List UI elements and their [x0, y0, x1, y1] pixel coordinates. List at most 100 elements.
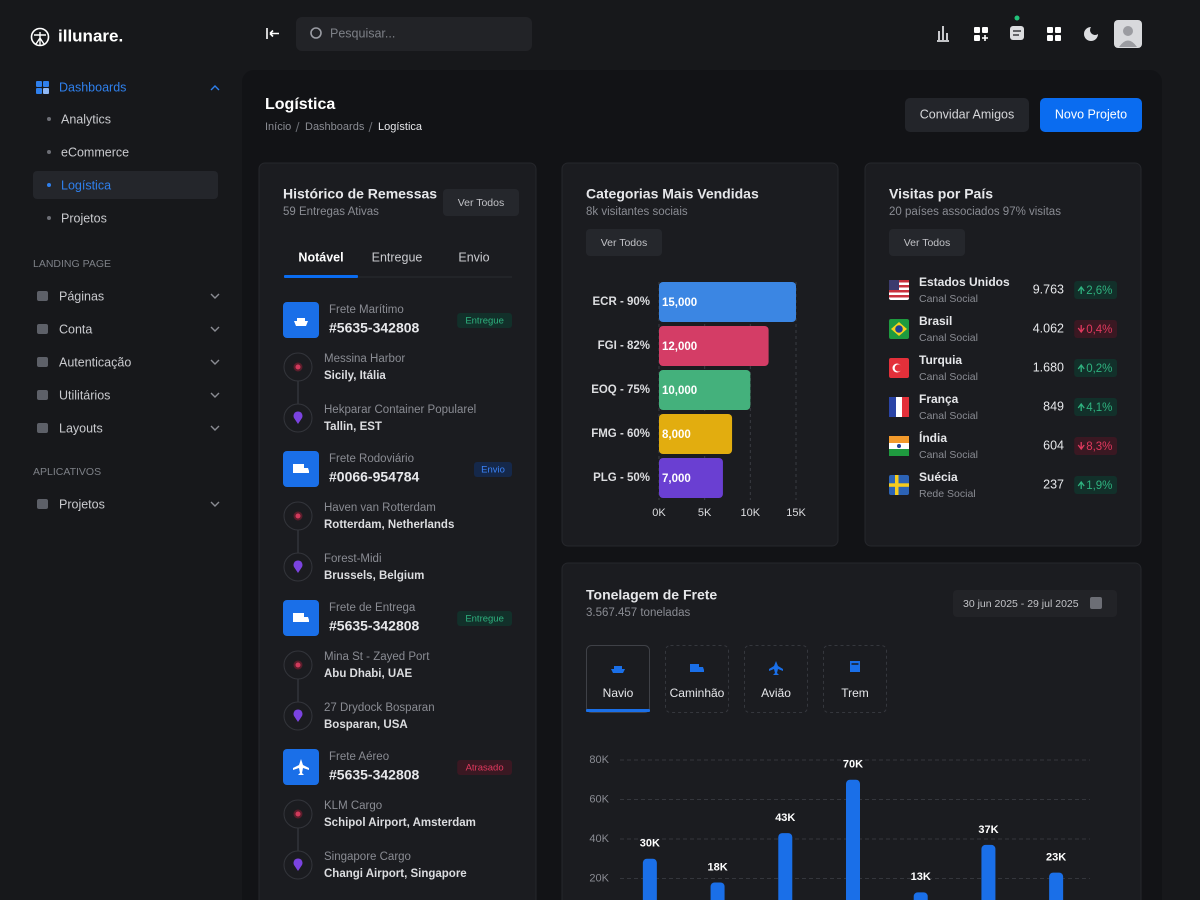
search-box[interactable]	[296, 17, 532, 51]
tab[interactable]: Notável	[298, 250, 343, 264]
shipment-icon	[293, 613, 309, 622]
nav-item[interactable]: Páginas	[59, 289, 104, 303]
search-placeholder: Pesquisar...	[330, 26, 395, 40]
card-subtitle: 8k visitantes sociais	[586, 206, 688, 218]
destination-pin	[293, 411, 303, 424]
stop-place: Brussels, Belgium	[324, 570, 424, 582]
layout-icon[interactable]	[1047, 27, 1053, 33]
nav-item[interactable]: eCommerce	[61, 145, 129, 159]
nav-item-active-bg	[33, 171, 218, 199]
stop-place: Bosparan, USA	[324, 719, 408, 731]
apps-icon[interactable]	[982, 27, 988, 33]
country-name: Índia	[919, 430, 947, 445]
visit-count: 849	[1043, 399, 1064, 413]
layout-icon[interactable]	[1047, 35, 1053, 41]
bar	[710, 882, 725, 900]
nav-item[interactable]: Layouts	[59, 421, 103, 435]
nav-item[interactable]: Utilitários	[59, 388, 110, 402]
chevron	[210, 425, 220, 431]
breadcrumb-separator	[295, 121, 300, 133]
nav-item[interactable]: Projetos	[59, 497, 105, 511]
bar-value-label: 7,000	[662, 473, 691, 485]
apps-icon[interactable]	[974, 35, 980, 41]
new-project-button[interactable]	[1040, 98, 1142, 132]
view-all-button[interactable]	[443, 189, 519, 216]
nav-icon	[37, 499, 48, 509]
change-badge	[1074, 281, 1117, 299]
change-arrow	[1077, 402, 1085, 411]
flag-part	[889, 483, 909, 487]
notification-dot	[1014, 15, 1020, 21]
layout-icon[interactable]	[1055, 35, 1061, 41]
country-channel: Rede Social	[919, 488, 976, 500]
x-tick-label: 0K	[652, 507, 666, 519]
apps-icon[interactable]	[974, 27, 980, 33]
change-arrow	[1077, 363, 1085, 372]
bar	[981, 844, 996, 900]
stop-name: Mina St - Zayed Port	[324, 651, 430, 663]
brand: illunare.	[58, 26, 123, 45]
nav-bullet	[47, 150, 51, 154]
chat-icon[interactable]	[1010, 26, 1024, 40]
flag-part	[894, 364, 902, 372]
change-badge	[1074, 320, 1117, 338]
transport-tab[interactable]	[823, 645, 887, 713]
tab-active-indicator	[284, 275, 358, 278]
tab-label: Trem	[841, 686, 869, 700]
flag-part	[889, 280, 899, 290]
chevron	[210, 359, 220, 365]
country-channel: Canal Social	[919, 293, 978, 305]
breadcrumb-item: Logística	[378, 121, 423, 133]
category-label: EOQ - 75%	[591, 384, 650, 396]
breadcrumb-item[interactable]: Dashboards	[305, 121, 365, 133]
nav-item[interactable]: Projetos	[61, 211, 107, 225]
transport-tab[interactable]	[586, 645, 650, 713]
tab[interactable]: Envio	[458, 250, 489, 264]
bar	[659, 458, 723, 498]
view-all-button[interactable]	[889, 229, 965, 256]
invite-button[interactable]	[905, 98, 1029, 132]
bar-value-label: 8,000	[662, 429, 691, 441]
flag-part	[897, 444, 901, 448]
y-tick-label: 60K	[589, 793, 609, 805]
bar	[659, 282, 796, 322]
shipment-id: #5635-342808	[329, 618, 420, 634]
countries-card	[864, 162, 1142, 547]
date-range-picker[interactable]	[953, 590, 1117, 617]
y-tick-label: 20K	[589, 872, 609, 884]
button-label: Ver Todos	[458, 197, 505, 209]
dashboards-icon	[43, 81, 49, 87]
visit-count: 9.763	[1033, 282, 1064, 296]
avatar-body	[1119, 40, 1137, 47]
flag-part	[896, 397, 902, 417]
change-value: 0,2%	[1086, 363, 1112, 375]
visit-count: 604	[1043, 438, 1064, 452]
nav-item[interactable]: Logística	[61, 178, 111, 192]
transport-icon	[611, 666, 625, 673]
nav-item[interactable]: Analytics	[61, 112, 111, 126]
transport-icon	[690, 664, 704, 672]
bar-value-label: 23K	[1046, 851, 1066, 863]
bar	[659, 414, 733, 454]
transport-tab[interactable]	[665, 645, 729, 713]
country-name: Brasil	[919, 314, 952, 328]
nav-item[interactable]: Conta	[59, 322, 92, 336]
breadcrumb-item[interactable]: Início	[265, 121, 291, 133]
stats-icon[interactable]	[937, 26, 949, 42]
bar	[642, 858, 657, 900]
tab[interactable]: Entregue	[372, 250, 423, 264]
collapse-button[interactable]	[266, 28, 279, 39]
nav-item[interactable]: Autenticação	[59, 355, 131, 369]
stop-name: Singapore Cargo	[324, 851, 411, 863]
card-title: Histórico de Remessas	[283, 186, 437, 202]
country-channel: Canal Social	[919, 371, 978, 383]
nav-group[interactable]: Dashboards	[59, 80, 126, 94]
origin-dot	[293, 362, 303, 372]
transport-tab[interactable]	[744, 645, 808, 713]
change-arrow	[1077, 442, 1085, 451]
view-all-button[interactable]	[586, 229, 662, 256]
theme-icon[interactable]	[1084, 27, 1098, 41]
layout-icon[interactable]	[1055, 27, 1061, 33]
status-badge	[457, 760, 512, 775]
